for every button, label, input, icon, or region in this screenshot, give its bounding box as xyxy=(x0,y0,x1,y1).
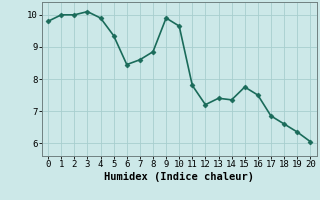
X-axis label: Humidex (Indice chaleur): Humidex (Indice chaleur) xyxy=(104,172,254,182)
